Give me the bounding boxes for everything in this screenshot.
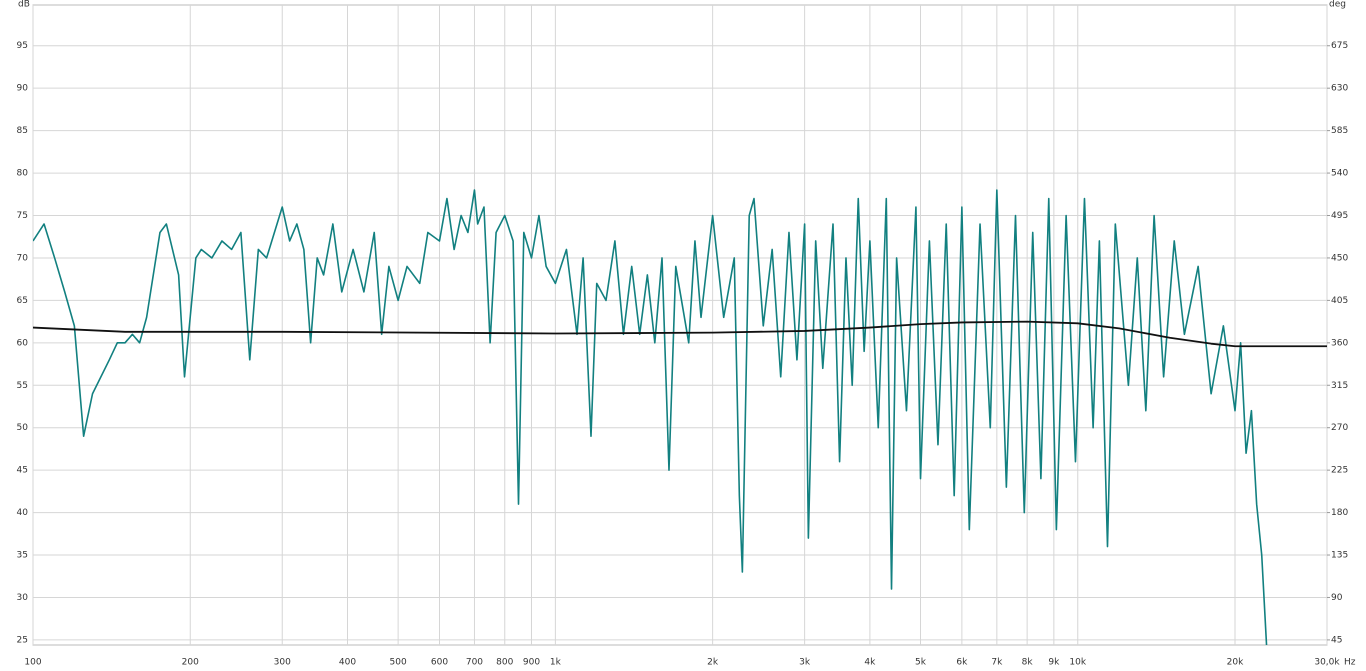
y2-tick-label: 360 xyxy=(1331,338,1348,348)
y2-tick-label: 270 xyxy=(1331,423,1348,433)
y-tick-label: 70 xyxy=(17,253,29,263)
x-tick-label: 2k xyxy=(707,658,719,668)
y2-tick-label: 405 xyxy=(1331,296,1348,306)
y2-axis-label: deg xyxy=(1329,0,1346,10)
x-tick-label: 500 xyxy=(390,658,407,668)
y-tick-label: 40 xyxy=(17,508,29,518)
x-tick-label: 9k xyxy=(1048,658,1060,668)
x-axis-label: Hz xyxy=(1344,658,1356,668)
y-tick-label: 25 xyxy=(17,635,28,645)
x-tick-label: 3k xyxy=(799,658,811,668)
y-tick-label: 30 xyxy=(17,593,29,603)
y-tick-label: 35 xyxy=(17,551,28,561)
y2-tick-label: 630 xyxy=(1331,84,1348,94)
x-tick-label: 300 xyxy=(274,658,291,668)
x-tick-label: 6k xyxy=(956,658,968,668)
x-tick-label: 800 xyxy=(496,658,513,668)
x-tick-label: 900 xyxy=(523,658,540,668)
series-line xyxy=(33,189,1268,645)
x-tick-label: 100 xyxy=(24,658,41,668)
y2-tick-label: 675 xyxy=(1331,41,1348,51)
y2-tick-label: 495 xyxy=(1331,211,1348,221)
y-tick-label: 65 xyxy=(17,296,28,306)
y-tick-label: 95 xyxy=(17,41,28,51)
y2-tick-label: 180 xyxy=(1331,508,1348,518)
x-tick-label: 5k xyxy=(915,658,927,668)
x-tick-label: 4k xyxy=(864,658,876,668)
y-axis-label: dB xyxy=(18,0,30,10)
y2-tick-label: 315 xyxy=(1331,381,1348,391)
x-tick-label: 200 xyxy=(182,658,199,668)
x-tick-label: 30,0k xyxy=(1314,658,1340,668)
y-tick-label: 55 xyxy=(17,381,28,391)
y2-tick-label: 135 xyxy=(1331,551,1348,561)
x-tick-label: 700 xyxy=(466,658,483,668)
y2-tick-label: 225 xyxy=(1331,466,1348,476)
x-tick-label: 1k xyxy=(550,658,562,668)
x-tick-label: 20k xyxy=(1227,658,1244,668)
series-line xyxy=(33,320,1327,348)
y-tick-label: 90 xyxy=(17,84,29,94)
x-tick-label: 7k xyxy=(991,658,1003,668)
x-tick-label: 10k xyxy=(1069,658,1086,668)
y2-tick-label: 450 xyxy=(1331,253,1348,263)
y-tick-label: 85 xyxy=(17,126,28,136)
y-tick-label: 80 xyxy=(17,169,29,179)
y2-tick-label: 585 xyxy=(1331,126,1348,136)
x-tick-label: 400 xyxy=(339,658,356,668)
y-tick-label: 45 xyxy=(17,466,28,476)
plot-area xyxy=(32,4,1328,646)
y-tick-label: 60 xyxy=(17,338,29,348)
y-tick-label: 50 xyxy=(17,423,29,433)
x-tick-label: 8k xyxy=(1022,658,1034,668)
y2-tick-label: 45 xyxy=(1331,635,1342,645)
y2-tick-label: 90 xyxy=(1331,593,1343,603)
x-tick-label: 600 xyxy=(431,658,448,668)
y-tick-label: 75 xyxy=(17,211,28,221)
y2-tick-label: 540 xyxy=(1331,169,1348,179)
